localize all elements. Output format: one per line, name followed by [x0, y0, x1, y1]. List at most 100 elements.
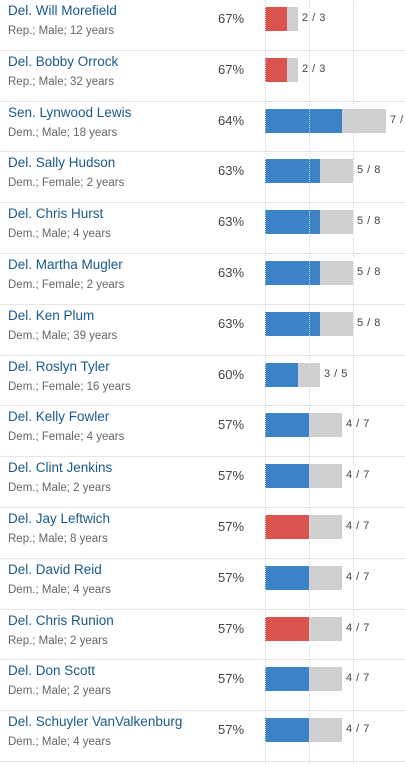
legislator-row: Sen. Lynwood Lewis Dem.; Male; 18 years 64…: [0, 102, 405, 153]
fraction-label: 4 / 7: [346, 621, 370, 634]
legislator-name[interactable]: Sen. Lynwood Lewis: [8, 104, 132, 120]
total-bar: [265, 718, 342, 743]
percent-value: 63%: [218, 264, 245, 280]
total-bar: [265, 514, 342, 539]
legislator-name[interactable]: Del. Chris Runion: [8, 612, 114, 628]
legislator-name[interactable]: Del. Sally Hudson: [8, 155, 116, 171]
legislator-meta: Dem.; Male; 18 years: [8, 126, 118, 139]
dem-fill-bar: [265, 413, 309, 438]
dem-fill-bar: [265, 108, 342, 133]
legislator-name[interactable]: Del. Kelly Fowler: [8, 409, 110, 425]
fraction-label: 4 / 7: [346, 723, 370, 736]
dem-fill-bar: [265, 362, 298, 387]
legislator-name[interactable]: Del. Jay Leftwich: [8, 510, 111, 526]
percent-value: 64%: [218, 112, 245, 128]
fraction-label: 2 / 3: [302, 62, 326, 75]
fraction-label: 4 / 7: [346, 672, 370, 685]
percent-value: 60%: [218, 366, 245, 382]
legislator-meta: Dem.; Male; 39 years: [8, 329, 118, 342]
legislator-row: Del. Roslyn Tyler Dem.; Female; 16 years 6…: [0, 356, 405, 407]
legislator-meta: Dem.; Male; 2 years: [8, 685, 111, 698]
legislator-row: Del. Kelly Fowler Dem.; Female; 4 years 57…: [0, 406, 405, 458]
rep-fill-bar: [265, 514, 309, 539]
total-bar: [265, 7, 298, 31]
legislator-meta: Rep.; Male; 12 years: [8, 25, 115, 37]
rep-fill-bar: [265, 7, 287, 31]
percent-value: 57%: [218, 518, 245, 534]
legislator-meta: Rep.; Male; 8 years: [8, 532, 108, 545]
percent-value: 67%: [218, 11, 245, 26]
total-bar: [265, 667, 342, 692]
dem-fill-bar: [265, 260, 320, 285]
legislator-row: Del. Don Scott Dem.; Male; 2 years 57% 4 / …: [0, 660, 405, 712]
legislator-name[interactable]: Del. Will Morefield: [8, 3, 117, 18]
legislator-meta: Dem.; Male; 4 years: [8, 736, 111, 749]
legislator-meta: Dem.; Female; 2 years: [8, 177, 125, 190]
percent-value: 67%: [218, 61, 245, 77]
dem-fill-bar: [265, 311, 320, 336]
total-bar: [265, 108, 386, 133]
legislator-name[interactable]: Del. Chris Hurst: [8, 206, 104, 222]
fraction-label: 5 / 8: [357, 265, 381, 278]
legislator-row: Del. Bobby Orrock Rep.; Male; 32 years 67%…: [0, 51, 405, 102]
total-bar: [265, 616, 342, 641]
percent-value: 57%: [218, 468, 245, 484]
total-bar: [265, 260, 353, 285]
total-bar: [265, 464, 342, 489]
fraction-label: 4 / 7: [346, 570, 370, 583]
total-bar: [265, 413, 342, 438]
legislator-name[interactable]: Del. Clint Jenkins: [8, 460, 113, 476]
legislator-name[interactable]: Del. Roslyn Tyler: [8, 358, 110, 374]
legislator-name[interactable]: Del. David Reid: [8, 561, 102, 577]
legislator-name[interactable]: Del. Bobby Orrock: [8, 53, 119, 69]
total-bar: [265, 210, 353, 235]
fraction-label: 2 / 3: [302, 12, 326, 24]
dem-fill-bar: [265, 565, 309, 590]
legislator-row: Del. Ken Plum Dem.; Male; 39 years 63% 5 / …: [0, 305, 405, 356]
legislator-row: Del. Chris Runion Rep.; Male; 2 years 57% 4…: [0, 610, 405, 661]
legislator-name[interactable]: Del. Ken Plum: [8, 307, 95, 323]
legislator-row: Del. Clint Jenkins Dem.; Male; 2 years 57%…: [0, 457, 405, 508]
legislator-row: Del. Martha Mugler Dem.; Female; 2 years 6…: [0, 254, 405, 305]
dem-fill-bar: [265, 159, 320, 184]
percent-value: 63%: [218, 163, 245, 179]
total-bar: [265, 311, 353, 336]
legislator-meta: Dem.; Female; 16 years: [8, 380, 131, 393]
fraction-label: 5 / 8: [357, 316, 381, 329]
total-bar: [265, 57, 298, 82]
dem-fill-bar: [265, 210, 320, 235]
percent-value: 57%: [218, 671, 245, 687]
legislator-row: Del. Sally Hudson Dem.; Female; 2 years 63…: [0, 152, 405, 204]
fraction-label: 4 / 7: [346, 469, 370, 482]
dem-fill-bar: [265, 464, 309, 489]
total-bar: [265, 159, 353, 184]
legislator-name[interactable]: Del. Martha Mugler: [8, 256, 123, 272]
rep-fill-bar: [265, 616, 309, 641]
fraction-label: 4 / 7: [346, 418, 370, 431]
percent-value: 63%: [218, 315, 245, 331]
legislator-name[interactable]: Del. Don Scott: [8, 663, 96, 679]
legislator-row: Del. Jay Leftwich Rep.; Male; 8 years 57% 4…: [0, 508, 405, 559]
legislator-meta: Rep.; Male; 2 years: [8, 634, 108, 647]
legislator-name[interactable]: Del. Schuyler VanValkenburg: [8, 714, 183, 730]
fraction-label: 7 / 11: [390, 113, 405, 126]
legislator-row: Del. David Reid Dem.; Male; 4 years 57% 4 /…: [0, 559, 405, 610]
percent-value: 57%: [218, 620, 245, 636]
legislator-meta: Dem.; Male; 2 years: [8, 482, 111, 495]
legislator-row: Del. Schuyler VanValkenburg Dem.; Male; 4…: [0, 711, 405, 762]
dem-fill-bar: [265, 718, 309, 743]
rep-fill-bar: [265, 57, 287, 82]
legislator-row: Del. Chris Hurst Dem.; Male; 4 years 63% 5 …: [0, 203, 405, 254]
legislator-meta: Dem.; Male; 4 years: [8, 583, 111, 596]
percent-value: 57%: [218, 569, 245, 585]
legislator-meta: Dem.; Male; 4 years: [8, 228, 111, 241]
percent-value: 57%: [218, 417, 245, 433]
legislator-row: Del. Will Morefield Rep.; Male; 12 years 6…: [0, 0, 405, 51]
total-bar: [265, 565, 342, 590]
fraction-label: 5 / 8: [357, 164, 381, 177]
total-bar: [265, 362, 320, 387]
percent-value: 63%: [218, 214, 245, 230]
legislator-meta: Dem.; Female; 4 years: [8, 431, 125, 444]
fraction-label: 3 / 5: [324, 367, 348, 380]
